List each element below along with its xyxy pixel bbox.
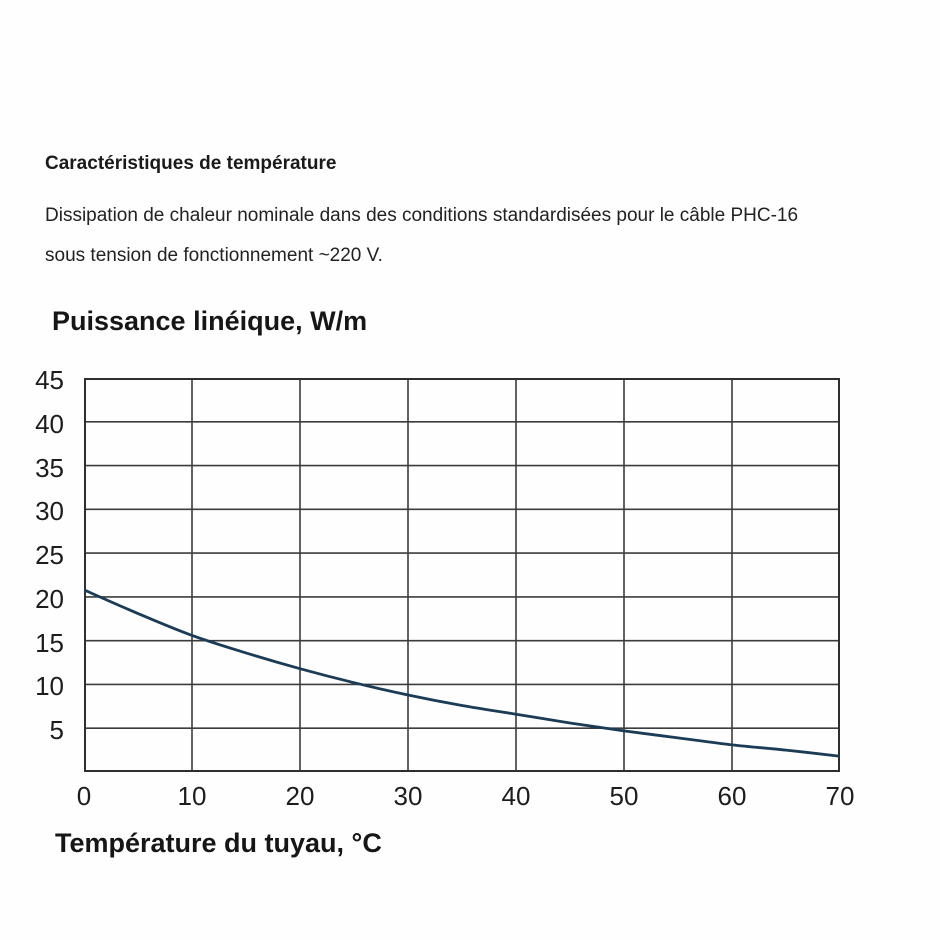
x-tick-label: 60: [717, 781, 747, 811]
plot-border: [84, 378, 840, 772]
y-tick-label: 25: [35, 540, 64, 571]
y-tick-label: 35: [35, 452, 64, 483]
description: Dissipation de chaleur nominale dans des…: [45, 196, 798, 276]
description-line-1: Dissipation de chaleur nominale dans des…: [45, 205, 799, 226]
data-curve: [84, 588, 840, 758]
y-axis-title: Puissance linéique, W/m: [52, 306, 368, 336]
y-tick-label: 45: [35, 365, 64, 395]
y-tick-label: 20: [35, 583, 64, 614]
description-line-2: sous tension de fonctionnement ~220 V.: [45, 245, 383, 266]
x-tick-label: 0: [76, 781, 92, 811]
x-tick-label: 20: [285, 781, 315, 811]
y-tick-label: 30: [35, 496, 64, 527]
y-tick-label: 15: [35, 627, 64, 658]
y-tick-label: 40: [35, 408, 64, 439]
line-chart-plot: [84, 378, 840, 772]
y-tick-label: 10: [35, 671, 64, 702]
section-heading: Caractéristiques de température: [45, 153, 337, 174]
x-tick-label: 70: [825, 781, 855, 811]
x-tick-label: 50: [609, 781, 639, 811]
x-tick-label: 30: [393, 781, 423, 811]
x-tick-label: 10: [177, 781, 207, 811]
x-axis-title: Température du tuyau, °C: [55, 828, 382, 858]
chart: 45 40 35 30 25 20 15 10 5 0 10 20 30 40 50 60 70 Tempér…: [0, 365, 940, 898]
y-tick-label: 5: [49, 715, 64, 746]
x-tick-label: 40: [501, 781, 531, 811]
